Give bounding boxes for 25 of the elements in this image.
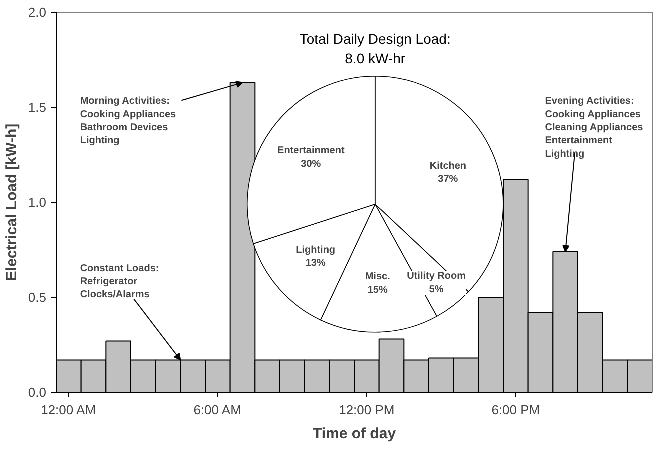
x-tick-label: 12:00 AM [41, 402, 96, 418]
data-label: 37% [438, 174, 458, 185]
data-label: 30% [301, 158, 322, 170]
annotation: Evening Activities: Cooking Appliances Cleaning Appliances Entertainment Lighting [545, 96, 644, 160]
slice-label: Lighting [296, 244, 336, 256]
slice-label: Misc. [365, 272, 391, 283]
data-label: 15% [368, 284, 388, 296]
y-tick-label: 0.0 [28, 385, 47, 400]
y-tick-label: 1.5 [28, 100, 47, 115]
slice-label: Entertainment [278, 146, 346, 157]
x-tick-label: 6:00 AM [194, 402, 242, 418]
slice-label: Utility Room [407, 271, 466, 282]
x-axis-title: Time of day [312, 426, 397, 442]
data-label: 5% [429, 284, 444, 296]
annotation: Constant Loads: Refrigerator Clocks/Alarms [80, 263, 160, 301]
annotation: Morning Activities: Cooking Appliances Bathroom Devices Lighting [80, 96, 177, 147]
x-tick-label: 12:00 PM [339, 402, 395, 418]
chart-title: Total Daily Design Load: 8.0 kW-hr [300, 31, 451, 66]
y-tick-label: 1.0 [28, 195, 47, 210]
y-tick-label: 0.5 [28, 290, 47, 305]
x-tick-label: 6:00 PM [492, 402, 540, 418]
slice-label: Kitchen [430, 160, 467, 172]
y-axis-title: Electrical Load [kW-h] [3, 124, 20, 282]
data-label: 13% [306, 258, 326, 269]
y-tick-label: 2.0 [28, 5, 47, 20]
